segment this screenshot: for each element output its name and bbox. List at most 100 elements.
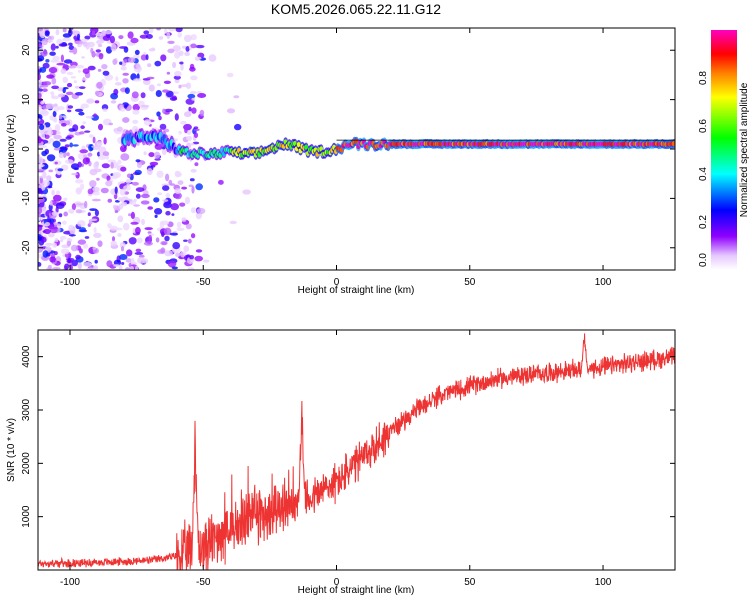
noise-blob bbox=[38, 57, 41, 62]
noise-blob bbox=[174, 113, 179, 121]
colorbar-tick-label: 0.6 bbox=[698, 119, 709, 133]
noise-blob bbox=[43, 179, 50, 187]
noise-blob bbox=[167, 28, 177, 32]
noise-blob bbox=[39, 175, 48, 179]
noise-blob bbox=[106, 260, 113, 268]
noise-blob bbox=[148, 152, 155, 158]
noise-blob bbox=[118, 35, 124, 40]
noise-blob bbox=[98, 44, 103, 48]
noise-blob bbox=[117, 215, 124, 223]
noise-blob bbox=[229, 220, 237, 225]
noise-blob bbox=[156, 111, 161, 117]
noise-blob bbox=[57, 223, 62, 229]
noise-blob bbox=[79, 227, 86, 232]
noise-blob bbox=[84, 35, 91, 40]
noise-blob bbox=[154, 151, 161, 159]
noise-blob bbox=[65, 159, 74, 165]
noise-blob bbox=[69, 50, 74, 53]
noise-blob bbox=[176, 221, 182, 228]
noise-blob bbox=[135, 193, 141, 199]
noise-blob bbox=[166, 71, 171, 75]
noise-blob bbox=[141, 193, 150, 199]
colorbar-tick-label: 0.0 bbox=[698, 253, 709, 267]
noise-blob bbox=[187, 135, 192, 142]
noise-blob bbox=[176, 227, 185, 231]
noise-blob bbox=[38, 245, 44, 253]
noise-blob bbox=[56, 38, 63, 45]
noise-blob bbox=[167, 40, 175, 45]
noise-blob bbox=[160, 247, 166, 254]
noise-blob bbox=[155, 90, 162, 97]
noise-blob bbox=[132, 103, 140, 111]
noise-blob bbox=[46, 154, 56, 162]
noise-blob bbox=[163, 201, 172, 209]
noise-blob bbox=[80, 103, 90, 109]
noise-blob bbox=[183, 34, 192, 43]
noise-blob bbox=[94, 259, 98, 264]
noise-blob bbox=[42, 62, 50, 69]
noise-blob bbox=[190, 34, 197, 41]
noise-blob bbox=[49, 200, 53, 206]
y-tick-label: 20 bbox=[21, 44, 32, 56]
noise-blob bbox=[57, 168, 64, 172]
noise-blob bbox=[153, 197, 160, 203]
colorbar-tick-label: 0.2 bbox=[698, 215, 709, 229]
noise-blob bbox=[45, 59, 50, 63]
noise-blob bbox=[117, 233, 122, 237]
noise-blob bbox=[110, 43, 117, 52]
noise-blob bbox=[203, 259, 210, 263]
colorbar-label: Normalized spectral amplitude bbox=[739, 82, 750, 217]
noise-blob bbox=[134, 169, 142, 175]
noise-blob bbox=[189, 178, 195, 182]
noise-blob bbox=[136, 237, 143, 244]
noise-blob bbox=[55, 29, 60, 36]
noise-blob bbox=[190, 207, 197, 214]
noise-blob bbox=[190, 169, 197, 173]
colorbar-tick-label: 0.8 bbox=[698, 71, 709, 85]
noise-blob bbox=[66, 82, 73, 88]
noise-blob bbox=[86, 98, 95, 104]
noise-blob bbox=[38, 80, 42, 87]
noise-blob bbox=[122, 78, 129, 84]
y-tick-label: 2000 bbox=[21, 452, 32, 475]
noise-blob bbox=[156, 170, 164, 178]
noise-blob bbox=[119, 61, 123, 65]
noise-blob bbox=[195, 249, 203, 253]
noise-blob bbox=[226, 108, 236, 114]
spectrogram-y-ticks: -20 -10 0 10 20 bbox=[21, 44, 675, 255]
noise-blob bbox=[163, 227, 172, 236]
noise-blob bbox=[44, 134, 50, 139]
noise-blob bbox=[147, 63, 152, 68]
x-tick-label: 0 bbox=[334, 277, 340, 288]
noise-blob bbox=[146, 168, 153, 176]
noise-blob bbox=[88, 134, 94, 139]
noise-blob bbox=[68, 234, 76, 237]
noise-blob bbox=[38, 262, 42, 267]
y-tick-label: 0 bbox=[21, 146, 32, 152]
noise-blob bbox=[195, 44, 205, 49]
noise-blob bbox=[89, 218, 98, 222]
noise-blob bbox=[62, 28, 67, 33]
noise-blob bbox=[48, 233, 55, 238]
y-tick-label: 3000 bbox=[21, 398, 32, 421]
noise-blob bbox=[189, 91, 197, 94]
noise-blob bbox=[58, 151, 64, 159]
noise-blob bbox=[53, 134, 62, 140]
noise-blob bbox=[91, 51, 96, 58]
noise-blob bbox=[133, 204, 140, 207]
noise-blob bbox=[95, 32, 103, 37]
noise-blob bbox=[38, 73, 41, 81]
noise-blob bbox=[38, 224, 43, 228]
noise-blob bbox=[177, 31, 182, 38]
noise-blob bbox=[180, 63, 184, 71]
noise-blob bbox=[60, 239, 64, 243]
noise-blob bbox=[171, 213, 175, 216]
noise-blob bbox=[104, 74, 114, 81]
noise-blob bbox=[184, 196, 190, 205]
x-tick-label: 0 bbox=[334, 577, 340, 588]
noise-blob bbox=[78, 248, 83, 254]
noise-blob bbox=[114, 210, 119, 214]
noise-blob bbox=[53, 118, 58, 123]
noise-blob bbox=[190, 75, 198, 81]
